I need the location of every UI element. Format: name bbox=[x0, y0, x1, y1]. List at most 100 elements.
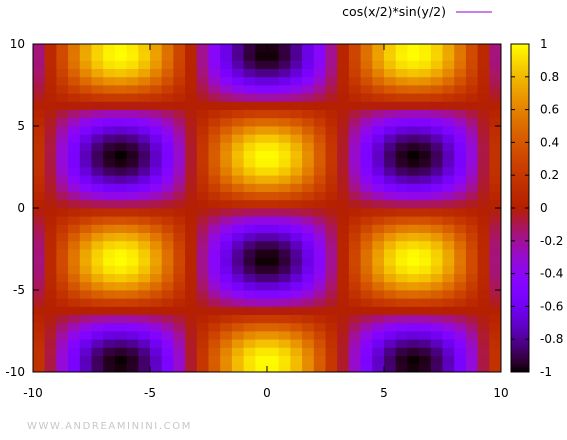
heatmap-cell bbox=[290, 68, 303, 78]
heatmap-cell bbox=[337, 306, 350, 315]
heatmap-cell bbox=[419, 347, 432, 356]
heatmap-cell bbox=[302, 240, 315, 250]
heatmap-cell bbox=[79, 101, 92, 110]
heatmap-cell bbox=[430, 306, 443, 315]
heatmap-cell bbox=[407, 109, 420, 119]
heatmap-cell bbox=[243, 216, 256, 225]
heatmap-cell bbox=[126, 76, 139, 86]
heatmap-cell bbox=[231, 142, 244, 151]
heatmap-cell bbox=[313, 281, 326, 291]
heatmap-cell bbox=[442, 265, 455, 274]
heatmap-cell bbox=[313, 306, 326, 315]
heatmap-cell bbox=[489, 117, 502, 127]
heatmap-cell bbox=[348, 232, 361, 242]
heatmap-cell bbox=[454, 175, 467, 184]
heatmap-cell bbox=[79, 175, 92, 184]
heatmap-cell bbox=[138, 150, 151, 160]
heatmap-cell bbox=[337, 265, 350, 274]
heatmap-cell bbox=[325, 68, 338, 78]
heatmap-cell bbox=[395, 249, 408, 258]
heatmap-cell bbox=[161, 109, 174, 119]
heatmap-cell bbox=[465, 240, 478, 250]
heatmap-cell bbox=[68, 191, 81, 201]
heatmap-cell bbox=[302, 347, 315, 356]
heatmap-cell bbox=[33, 281, 46, 291]
heatmap-cell bbox=[103, 93, 116, 102]
heatmap-cell bbox=[489, 224, 502, 233]
heatmap-cell bbox=[360, 167, 373, 176]
heatmap-cell bbox=[290, 134, 303, 143]
heatmap-cell bbox=[419, 52, 432, 61]
heatmap-cell bbox=[185, 363, 198, 373]
heatmap-cell bbox=[278, 314, 291, 324]
heatmap-cell bbox=[185, 249, 198, 258]
heatmap-cell bbox=[33, 101, 46, 110]
heatmap-cell bbox=[196, 339, 209, 348]
heatmap-cell bbox=[348, 347, 361, 356]
heatmap-cell bbox=[56, 339, 69, 348]
heatmap-cell bbox=[419, 76, 432, 86]
heatmap-cell bbox=[337, 331, 350, 340]
heatmap-cell bbox=[126, 216, 139, 225]
heatmap-cell bbox=[360, 355, 373, 365]
heatmap-cell bbox=[103, 142, 116, 151]
heatmap-cell bbox=[384, 76, 397, 86]
heatmap-cell bbox=[384, 232, 397, 242]
heatmap-cell bbox=[454, 76, 467, 86]
heatmap-cell bbox=[372, 216, 385, 225]
heatmap-cell bbox=[407, 52, 420, 61]
heatmap-cell bbox=[313, 290, 326, 299]
heatmap-cell bbox=[114, 265, 127, 274]
heatmap-cell bbox=[44, 281, 57, 291]
heatmap-cell bbox=[278, 339, 291, 348]
heatmap-cell bbox=[208, 175, 221, 184]
heatmap-cell bbox=[348, 314, 361, 324]
heatmap-cell bbox=[150, 224, 163, 233]
heatmap-cell bbox=[255, 232, 268, 242]
heatmap-cell bbox=[442, 167, 455, 176]
heatmap-cell bbox=[44, 109, 57, 119]
colorbar-tick-label: 0 bbox=[540, 201, 548, 215]
heatmap-cell bbox=[290, 191, 303, 201]
heatmap-cell bbox=[243, 339, 256, 348]
heatmap-cell bbox=[372, 44, 385, 53]
heatmap-cell bbox=[313, 257, 326, 266]
heatmap-cell bbox=[79, 158, 92, 168]
heatmap-cell bbox=[290, 363, 303, 373]
heatmap-cell bbox=[208, 167, 221, 176]
heatmap-cell bbox=[489, 76, 502, 86]
heatmap-cell bbox=[243, 68, 256, 78]
heatmap-cell bbox=[395, 363, 408, 373]
heatmap-cell bbox=[161, 142, 174, 151]
heatmap-cell bbox=[185, 265, 198, 274]
heatmap-cell bbox=[196, 167, 209, 176]
heatmap-cell bbox=[91, 232, 104, 242]
heatmap-cell bbox=[290, 265, 303, 274]
heatmap-cell bbox=[243, 52, 256, 61]
heatmap-cell bbox=[126, 363, 139, 373]
heatmap-cell bbox=[313, 68, 326, 78]
heatmap-cell bbox=[489, 85, 502, 94]
heatmap-cell bbox=[103, 117, 116, 127]
heatmap-cell bbox=[161, 363, 174, 373]
heatmap-cell bbox=[278, 175, 291, 184]
heatmap-cell bbox=[208, 191, 221, 201]
heatmap-cell bbox=[302, 281, 315, 291]
heatmap-cell bbox=[208, 101, 221, 110]
heatmap-cell bbox=[173, 199, 186, 209]
heatmap-cell bbox=[91, 199, 104, 209]
heatmap-cell bbox=[419, 314, 432, 324]
heatmap-cell bbox=[126, 306, 139, 315]
heatmap-cell bbox=[290, 224, 303, 233]
heatmap-cell bbox=[302, 191, 315, 201]
heatmap-cell bbox=[278, 76, 291, 86]
y-tick-label: -5 bbox=[13, 283, 25, 297]
heatmap-cell bbox=[430, 290, 443, 299]
heatmap-cell bbox=[465, 314, 478, 324]
heatmap-cell bbox=[220, 44, 233, 53]
heatmap-cell bbox=[442, 232, 455, 242]
heatmap-cell bbox=[255, 208, 268, 217]
heatmap-cell bbox=[138, 183, 151, 192]
heatmap-cell bbox=[79, 224, 92, 233]
heatmap-cell bbox=[173, 134, 186, 143]
